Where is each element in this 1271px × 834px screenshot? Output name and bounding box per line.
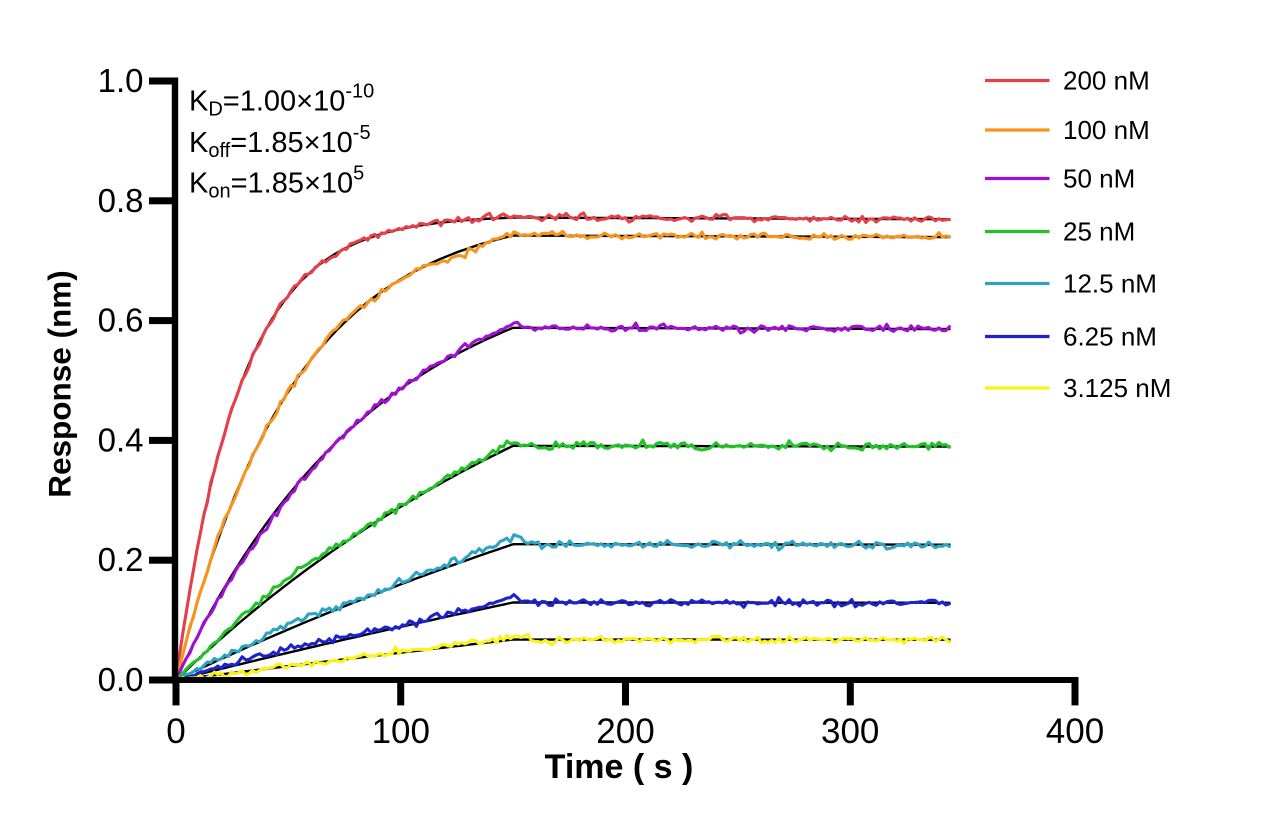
svg-text:200: 200 <box>596 712 654 751</box>
svg-text:Response (nm): Response (nm) <box>42 270 78 498</box>
svg-text:0.2: 0.2 <box>98 541 144 578</box>
svg-text:100 nM: 100 nM <box>1063 115 1150 145</box>
svg-text:0.6: 0.6 <box>98 302 144 339</box>
svg-text:12.5 nM: 12.5 nM <box>1063 269 1157 299</box>
svg-text:1.0: 1.0 <box>98 62 144 99</box>
svg-text:3.125 nM: 3.125 nM <box>1063 373 1171 403</box>
svg-text:0.8: 0.8 <box>98 182 144 219</box>
svg-text:Time ( s ): Time ( s ) <box>545 748 694 786</box>
svg-text:6.25 nM: 6.25 nM <box>1063 322 1157 352</box>
svg-text:200 nM: 200 nM <box>1063 66 1150 96</box>
svg-text:0.4: 0.4 <box>98 421 144 458</box>
svg-text:0.0: 0.0 <box>98 661 144 698</box>
svg-text:50 nM: 50 nM <box>1063 164 1135 194</box>
svg-text:400: 400 <box>1046 712 1104 751</box>
svg-text:25 nM: 25 nM <box>1063 217 1135 247</box>
svg-text:300: 300 <box>821 712 879 751</box>
svg-text:100: 100 <box>372 712 430 751</box>
svg-text:0: 0 <box>166 712 185 751</box>
